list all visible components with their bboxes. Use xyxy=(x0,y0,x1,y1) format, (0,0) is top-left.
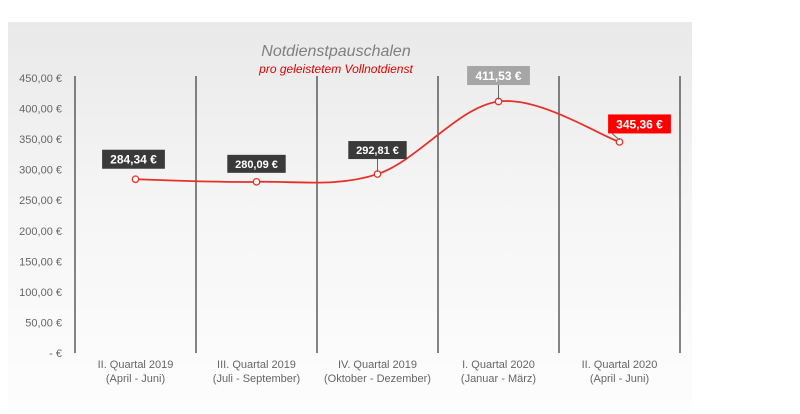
y-tick-label: 50,00 € xyxy=(25,317,62,329)
grid-lines xyxy=(74,76,681,353)
chart-title: Notdienstpauschalen xyxy=(261,43,411,60)
data-label-box xyxy=(467,66,530,86)
y-axis: - € 50,00 € 100,00 € 150,00 € 200,00 € 250,00… xyxy=(19,73,62,360)
x-axis: II. Quartal 2019 (April - Juni) III. Quart… xyxy=(98,359,658,385)
y-tick-label: 450,00 € xyxy=(19,73,62,85)
y-tick-label: 200,00 € xyxy=(19,226,62,238)
data-label: 345,36 € xyxy=(608,114,671,141)
x-tick-label-line: (Oktober - Dezember) xyxy=(324,373,431,385)
data-label-text: 280,09 € xyxy=(235,159,278,171)
data-label-box xyxy=(608,114,671,134)
data-label-leader xyxy=(611,133,620,141)
x-tick-label: III. Quartal 2019 (Juli - September) xyxy=(213,359,300,385)
y-tick-label: 300,00 € xyxy=(19,165,62,177)
data-point xyxy=(131,175,140,184)
y-tick-label: 150,00 € xyxy=(19,256,62,268)
x-tick-label-line: III. Quartal 2019 xyxy=(217,359,296,371)
data-label: 411,53 € xyxy=(467,66,530,100)
data-label-box xyxy=(348,141,407,160)
data-label: 292,81 € xyxy=(348,141,407,173)
data-label-text: 284,34 € xyxy=(110,153,157,167)
chart-subtitle: pro geleistetem Vollnotdienst xyxy=(258,62,413,76)
series xyxy=(131,97,624,186)
y-tick-label: 350,00 € xyxy=(19,134,62,146)
x-tick-label-line: IV. Quartal 2019 xyxy=(338,359,417,371)
data-label-text: 411,53 € xyxy=(475,69,521,83)
x-tick-label-line: II. Quartal 2020 xyxy=(582,359,658,371)
data-label-box xyxy=(227,154,286,173)
plot-background xyxy=(8,22,692,409)
y-tick-label: - € xyxy=(49,348,62,360)
data-label-box xyxy=(102,149,165,169)
x-tick-label: IV. Quartal 2019 (Oktober - Dezember) xyxy=(324,359,431,385)
data-label-text: 345,36 € xyxy=(616,117,663,131)
data-point xyxy=(252,177,261,186)
data-label: 284,34 € xyxy=(102,149,165,169)
x-tick-label-line: (April - Juni) xyxy=(106,373,165,385)
x-tick-label-line: (Januar - März) xyxy=(461,373,536,385)
y-tick-label: 100,00 € xyxy=(19,287,62,299)
x-tick-label-line: I. Quartal 2020 xyxy=(462,359,535,371)
data-label-text: 292,81 € xyxy=(356,145,399,157)
data-labels: 284,34 € 280,09 € 292,81 € 411,53 € 345,36 € xyxy=(102,66,671,173)
x-tick-label: II. Quartal 2019 (April - Juni) xyxy=(98,359,174,385)
y-tick-label: 250,00 € xyxy=(19,195,62,207)
data-label: 280,09 € xyxy=(227,154,286,173)
x-tick-label-line: (Juli - September) xyxy=(213,373,300,385)
x-tick-label-line: II. Quartal 2019 xyxy=(98,359,174,371)
x-tick-label: II. Quartal 2020 (April - Juni) xyxy=(582,359,658,385)
x-tick-label-line: (April - Juni) xyxy=(590,373,649,385)
y-tick-label: 400,00 € xyxy=(19,104,62,116)
x-tick-label: I. Quartal 2020 (Januar - März) xyxy=(461,359,536,385)
data-point xyxy=(615,138,624,146)
